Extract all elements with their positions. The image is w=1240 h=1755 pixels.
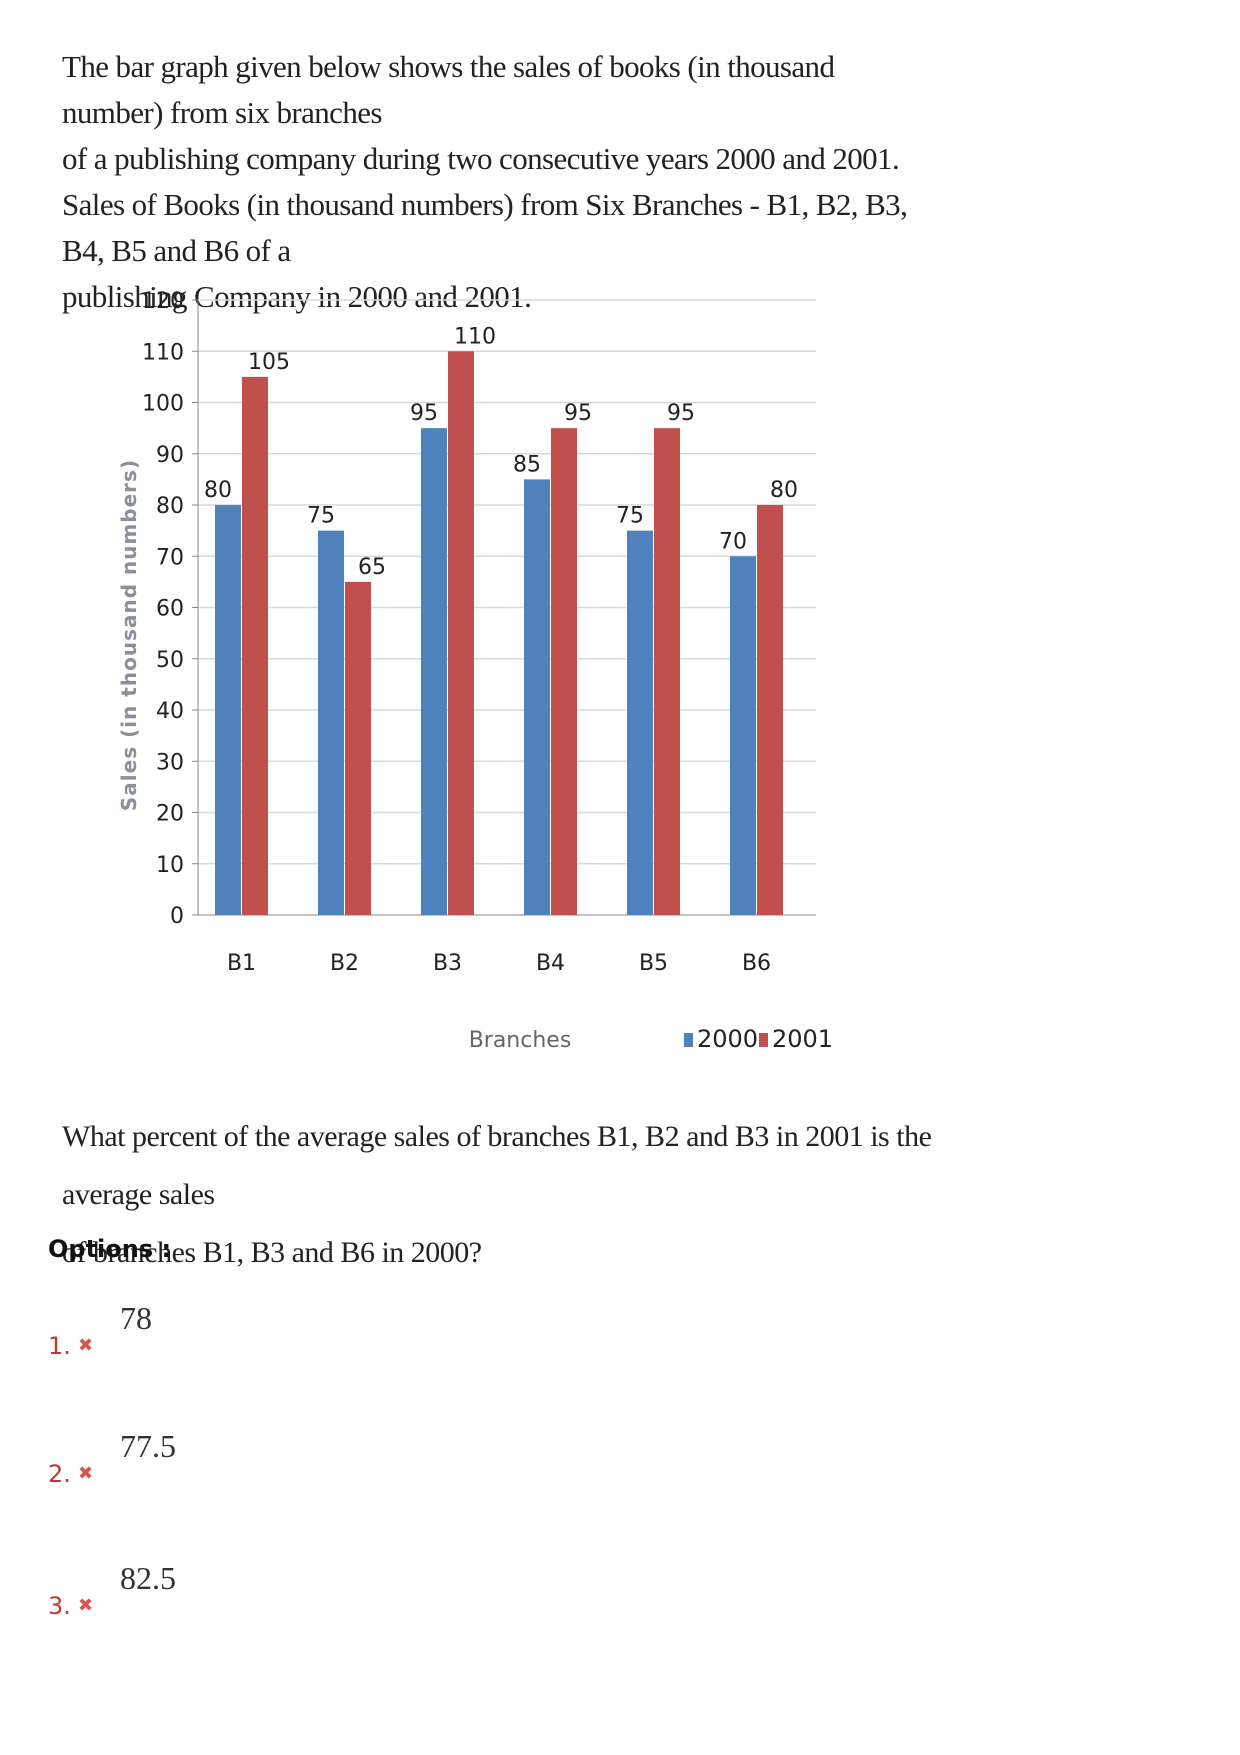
x-tick-label: B1 (227, 951, 256, 976)
bar-2000-B5 (627, 530, 653, 915)
y-tick-label: 0 (170, 904, 184, 929)
y-tick-label: 70 (156, 545, 184, 570)
y-tick-label: 110 (142, 340, 184, 365)
intro-line-4: publishing Company in 2000 and 2001. (62, 279, 532, 314)
bar-2001-B1 (242, 376, 268, 915)
x-tick-label: B2 (330, 951, 359, 976)
data-label-2001-B4: 95 (564, 401, 592, 426)
x-axis-label: Branches (469, 1028, 572, 1053)
options-heading: Options : (48, 1235, 172, 1263)
bar-2001-B2 (345, 581, 371, 915)
bar-chart: 0 10 20 30 40 50 60 70 80 90 100 110 120 B1 B2 B3 B4 B5 B6… (100, 270, 860, 1090)
option-number: 1. (48, 1332, 71, 1360)
bar-2001-B3 (448, 351, 474, 915)
y-tick-label: 60 (156, 597, 184, 622)
y-tick-label: 30 (156, 750, 184, 775)
intro-line-2: of a publishing company during two conse… (62, 141, 900, 176)
bar-chart-svg: 0 10 20 30 40 50 60 70 80 90 100 110 120 B1 B2 B3 B4 B5 B6… (117, 289, 833, 1053)
data-labels: 80 105 75 65 95 110 85 95 75 95 70 80 (204, 324, 798, 580)
y-tick-label: 40 (156, 699, 184, 724)
option-1[interactable]: 1. ✖ 78 (48, 1300, 448, 1360)
cross-icon: ✖ (78, 1595, 94, 1616)
question-intro: The bar graph given below shows the sale… (62, 44, 942, 320)
x-tick-label: B6 (742, 951, 771, 976)
question-line-1: What percent of the average sales of bra… (62, 1120, 932, 1211)
data-label-2000-B6: 70 (719, 529, 747, 554)
grid-lines (198, 299, 816, 865)
bar-2000-B2 (318, 530, 344, 915)
data-label-2001-B6: 80 (770, 478, 798, 503)
bar-2000-B3 (421, 428, 447, 915)
x-tick-label: B3 (433, 951, 462, 976)
data-label-2000-B5: 75 (616, 504, 644, 529)
bar-2000-B4 (524, 479, 550, 915)
y-tick-label: 50 (156, 648, 184, 673)
y-tick-label: 120 (142, 289, 184, 314)
legend-label-2000: 2000 (697, 1025, 758, 1053)
data-label-2000-B2: 75 (307, 504, 335, 529)
axes: 0 10 20 30 40 50 60 70 80 90 100 110 120 B1 B2 B3 B4 B5 B6 (142, 289, 816, 976)
x-tick-label: B4 (536, 951, 565, 976)
data-label-2000-B3: 95 (410, 401, 438, 426)
option-2[interactable]: 2. ✖ 77.5 (48, 1428, 448, 1488)
y-tick-label: 80 (156, 494, 184, 519)
legend-swatch-2000 (684, 1033, 693, 1047)
option-number: 2. (48, 1460, 71, 1488)
intro-line-3: Sales of Books (in thousand numbers) fro… (62, 187, 908, 268)
option-text: 77.5 (120, 1428, 176, 1464)
intro-line-1: The bar graph given below shows the sale… (62, 49, 835, 130)
question-line-2: of branches B1, B3 and B6 in 2000? (62, 1236, 482, 1269)
y-tick-label: 100 (142, 392, 184, 417)
data-label-2000-B1: 80 (204, 478, 232, 503)
option-text: 78 (120, 1300, 152, 1336)
bar-2001-B6 (757, 505, 783, 915)
question-text: What percent of the average sales of bra… (62, 1108, 1002, 1282)
option-text: 82.5 (120, 1560, 176, 1596)
x-tick-label: B5 (639, 951, 668, 976)
data-label-2000-B4: 85 (513, 452, 541, 477)
y-tick-label: 20 (156, 802, 184, 827)
y-tick-label: 90 (156, 443, 184, 468)
bar-2000-B1 (215, 505, 241, 915)
data-label-2001-B5: 95 (667, 401, 695, 426)
data-label-2001-B2: 65 (358, 555, 386, 580)
y-tick-label: 10 (156, 853, 184, 878)
data-label-2001-B1: 105 (248, 350, 290, 375)
bars (215, 351, 783, 915)
bar-2000-B6 (730, 556, 756, 915)
bar-2001-B5 (654, 428, 680, 915)
bar-2001-B4 (551, 428, 577, 915)
cross-icon: ✖ (78, 1335, 94, 1356)
option-number: 3. (48, 1592, 71, 1620)
cross-icon: ✖ (78, 1463, 94, 1484)
legend-label-2001: 2001 (772, 1025, 833, 1053)
y-axis-label: Sales (in thousand numbers) (117, 459, 141, 811)
legend: 2000 2001 (684, 1025, 833, 1053)
option-3[interactable]: 3. ✖ 82.5 (48, 1560, 448, 1620)
data-label-2001-B3: 110 (454, 324, 496, 349)
legend-swatch-2001 (759, 1033, 768, 1047)
